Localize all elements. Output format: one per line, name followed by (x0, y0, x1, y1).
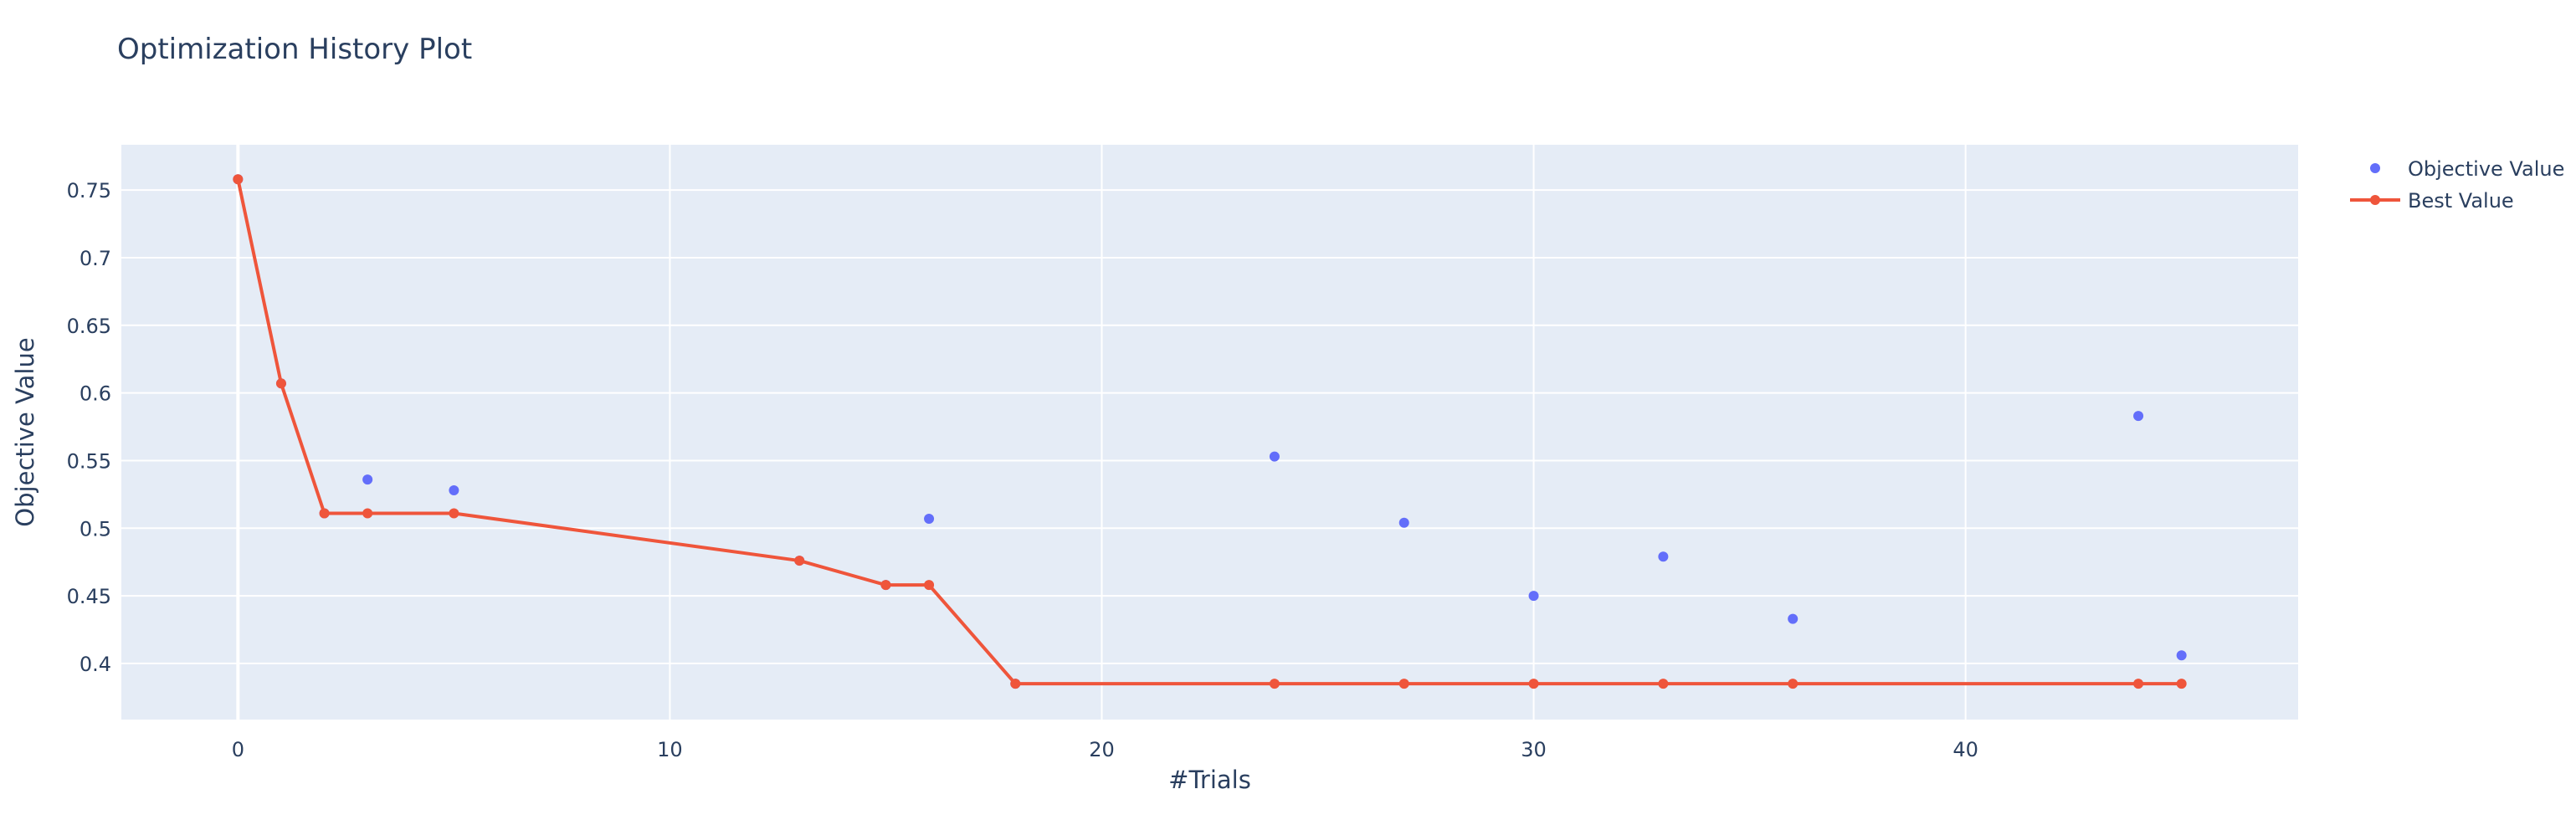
best-value-point[interactable] (319, 508, 330, 519)
legend[interactable]: Objective Value Best Value (2350, 157, 2564, 213)
best-value-point[interactable] (275, 378, 286, 389)
best-value-line (236, 178, 2182, 686)
objective-value-point[interactable] (1269, 451, 1280, 462)
best-value-point[interactable] (1788, 679, 1799, 689)
y-tick-label: 0.4 (80, 653, 111, 676)
objective-value-point[interactable] (1788, 613, 1799, 624)
objective-value-point[interactable] (362, 474, 373, 485)
best-value-point[interactable] (449, 508, 459, 519)
best-value-point[interactable] (1658, 679, 1669, 689)
legend-item-objective-value[interactable]: Objective Value (2370, 157, 2564, 181)
objective-value-point[interactable] (1528, 591, 1539, 602)
legend-item-best-value[interactable]: Best Value (2350, 189, 2514, 213)
objective-value-point[interactable] (2176, 650, 2187, 661)
y-tick-label: 0.6 (80, 382, 111, 406)
x-axis-title: #Trials (1168, 766, 1251, 794)
x-tick-label: 30 (1521, 738, 1547, 761)
legend-label-best-value: Best Value (2408, 189, 2514, 213)
objective-value-point[interactable] (924, 513, 935, 524)
y-axis-title: Objective Value (11, 337, 39, 526)
legend-marker-best-value (2370, 195, 2380, 205)
best-value-point[interactable] (924, 580, 935, 591)
x-tick-label: 10 (657, 738, 683, 761)
y-tick-label: 0.75 (67, 179, 111, 202)
best-value-point[interactable] (880, 580, 891, 591)
objective-value-point[interactable] (449, 485, 459, 496)
x-tick-label: 20 (1089, 738, 1115, 761)
best-value-point[interactable] (1528, 679, 1539, 689)
best-value-point[interactable] (1269, 679, 1280, 689)
best-value-point[interactable] (1010, 679, 1021, 689)
series-layer (233, 174, 2187, 689)
legend-marker-objective-value (2370, 163, 2380, 173)
best-value-point[interactable] (2176, 679, 2187, 689)
objective-value-point[interactable] (2133, 411, 2144, 422)
legend-label-objective-value: Objective Value (2408, 157, 2564, 181)
plot-area (121, 145, 2298, 720)
y-tick-label: 0.45 (67, 585, 111, 608)
grid-lines (121, 145, 2298, 720)
tick-labels: 0.4 0.45 0.5 0.55 0.6 0.65 0.7 0.75 0 10 20 30 40 (67, 179, 1978, 761)
objective-value-point[interactable] (1398, 517, 1409, 528)
objective-value-point[interactable] (1658, 551, 1669, 562)
series-best-value (233, 174, 2187, 689)
best-value-point[interactable] (1398, 679, 1409, 689)
y-tick-label: 0.55 (67, 449, 111, 473)
y-tick-label: 0.7 (80, 247, 111, 270)
x-tick-label: 40 (1953, 738, 1978, 761)
best-value-point[interactable] (2133, 679, 2144, 689)
best-value-point[interactable] (794, 556, 805, 566)
best-value-point[interactable] (362, 508, 373, 519)
best-value-point[interactable] (233, 174, 244, 185)
chart-title: Optimization History Plot (117, 33, 472, 66)
x-tick-label: 0 (232, 738, 244, 761)
y-tick-label: 0.5 (80, 517, 111, 541)
y-tick-label: 0.65 (67, 315, 111, 338)
